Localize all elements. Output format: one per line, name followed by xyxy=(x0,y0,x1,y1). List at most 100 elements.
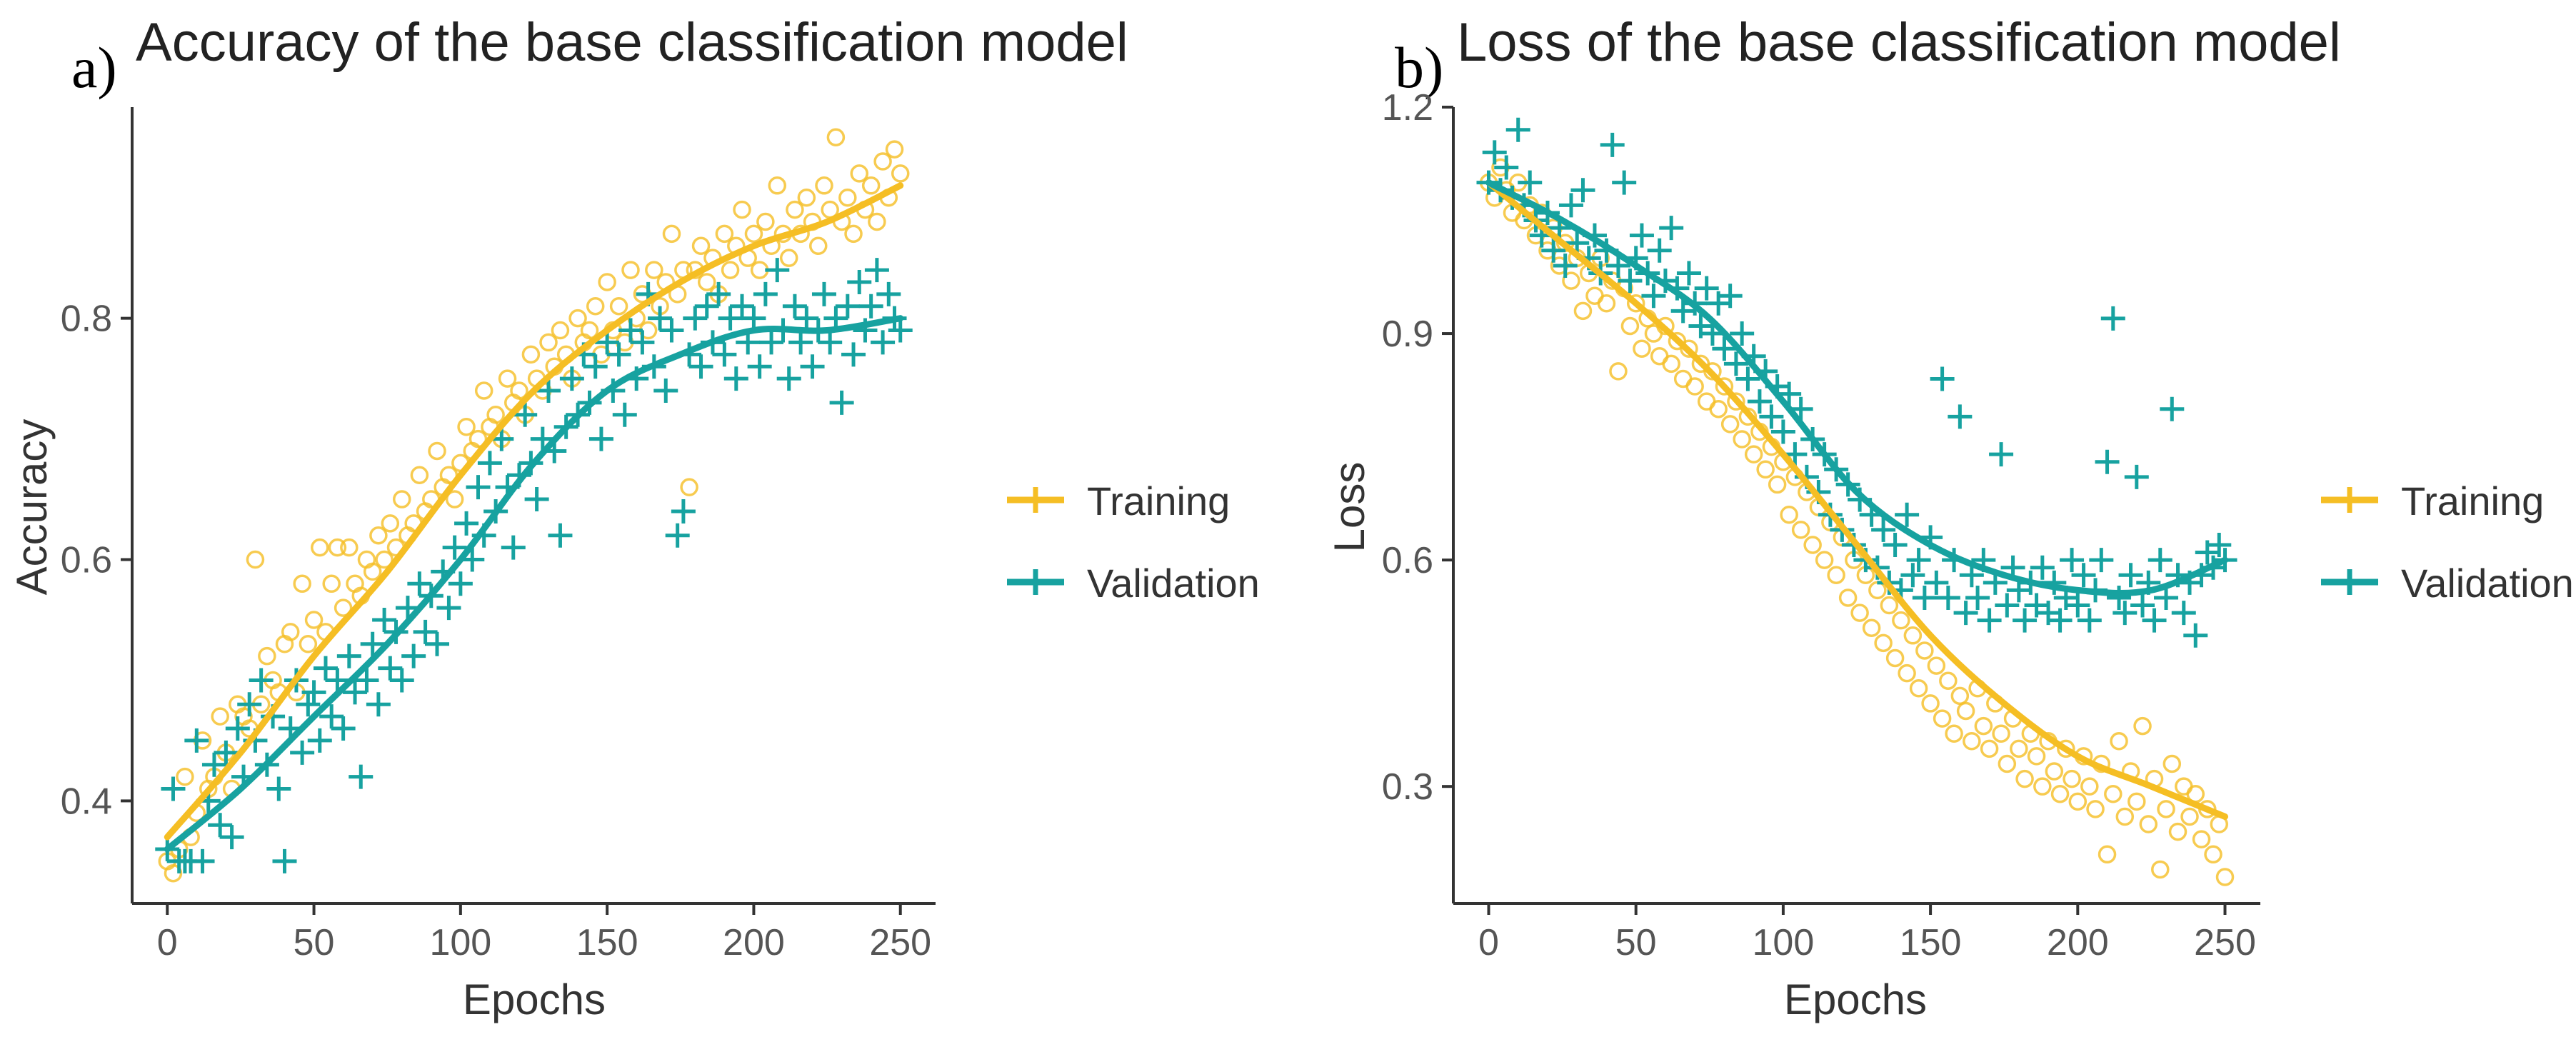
validation-point xyxy=(612,402,637,427)
validation-point xyxy=(2095,449,2120,474)
validation-point xyxy=(1871,517,1896,542)
loss-trend-lines xyxy=(1485,179,2229,820)
validation-point xyxy=(319,704,344,729)
training-point xyxy=(1927,656,1946,675)
validation-point xyxy=(841,342,866,367)
training-point xyxy=(1868,581,1887,600)
validation-point xyxy=(1676,261,1701,286)
validation-point xyxy=(2048,608,2073,633)
validation-point xyxy=(782,294,807,319)
validation-point xyxy=(1948,404,1973,429)
y-tick-label: 0.3 xyxy=(1382,766,1433,808)
accuracy-axes: 0 50 100 150 200 250 0.4 0.6 0.8 xyxy=(61,107,936,963)
training-point xyxy=(1680,339,1698,358)
x-tick-label: 50 xyxy=(294,922,335,963)
validation-point xyxy=(2060,548,2085,573)
validation-point xyxy=(1694,276,1719,301)
training-point xyxy=(733,200,751,219)
validation-point xyxy=(653,379,678,404)
training-point xyxy=(779,249,798,267)
training-point xyxy=(474,381,493,400)
loss-axes: 0 50 100 150 200 250 0.3 0.6 0.9 1.2 xyxy=(1382,87,2260,963)
training-point xyxy=(586,297,605,316)
accuracy-panel: a) Accuracy of the base classification m… xyxy=(8,12,1260,1023)
x-tick-label: 100 xyxy=(1753,922,1815,963)
validation-point xyxy=(343,680,368,705)
training-point xyxy=(392,490,411,509)
validation-point xyxy=(454,511,479,536)
validation-point xyxy=(378,656,403,681)
training-point xyxy=(838,188,857,207)
training-point xyxy=(1850,603,1869,622)
training-point xyxy=(1950,686,1970,706)
validation-point xyxy=(648,306,673,331)
validation-point xyxy=(1953,601,1978,626)
training-point xyxy=(885,140,904,159)
legend-item-training: Training xyxy=(1007,479,1230,523)
training-point xyxy=(468,429,488,449)
training-point xyxy=(697,273,716,291)
training-point xyxy=(1827,566,1845,585)
validation-point xyxy=(2171,601,2196,626)
validation-point xyxy=(425,631,450,656)
training-point xyxy=(826,128,846,146)
validation-point xyxy=(466,475,491,500)
training-point xyxy=(1573,301,1593,321)
validation-point xyxy=(1770,419,1795,444)
training-point xyxy=(2115,807,2135,826)
validation-point xyxy=(1730,321,1755,346)
validation-point xyxy=(1482,140,1507,165)
y-tick-label: 0.6 xyxy=(1382,540,1433,581)
validation-point xyxy=(747,354,772,379)
validation-trend-line xyxy=(1485,179,2229,596)
validation-point xyxy=(1712,336,1737,361)
legend-item-validation: Validation xyxy=(1007,561,1260,606)
training-trend-line xyxy=(164,182,904,841)
x-tick-label: 100 xyxy=(429,922,491,963)
validation-point xyxy=(1965,585,1990,610)
training-point xyxy=(211,707,229,726)
validation-point xyxy=(1747,389,1772,414)
training-point xyxy=(2215,868,2235,886)
validation-point xyxy=(712,342,737,367)
training-point xyxy=(2050,785,2070,803)
training-point xyxy=(2157,800,2175,818)
validation-point xyxy=(659,318,684,343)
validation-point xyxy=(1900,563,1925,588)
training-point xyxy=(1780,505,1798,524)
training-point xyxy=(2086,800,2105,818)
training-point xyxy=(721,261,740,279)
validation-point xyxy=(811,281,836,306)
training-point xyxy=(510,381,528,400)
training-point xyxy=(850,164,868,183)
training-point xyxy=(1974,716,1993,736)
validation-trend-line xyxy=(164,315,904,853)
validation-point xyxy=(1912,585,1937,610)
training-point xyxy=(1626,294,1645,313)
accuracy-trend-lines xyxy=(164,182,904,853)
validation-point xyxy=(2071,563,2096,588)
validation-point xyxy=(401,643,426,668)
training-point xyxy=(340,538,359,557)
training-point xyxy=(2063,769,2081,788)
training-point xyxy=(1703,362,1722,381)
accuracy-legend: Training Validation xyxy=(1007,479,1260,606)
training-point xyxy=(304,611,324,629)
validation-point xyxy=(184,728,209,753)
training-point xyxy=(1633,339,1651,358)
training-point xyxy=(1963,732,1981,751)
training-point xyxy=(334,598,353,617)
training-point xyxy=(1921,694,1940,713)
validation-point xyxy=(237,692,262,717)
validation-point xyxy=(1723,351,1748,376)
training-point xyxy=(691,236,711,256)
validation-point xyxy=(407,571,432,596)
validation-point xyxy=(788,330,813,355)
training-point xyxy=(1998,754,2017,773)
validation-point xyxy=(2118,563,2143,588)
training-point xyxy=(299,635,318,653)
training-point xyxy=(246,550,265,569)
accuracy-training-points xyxy=(158,128,910,883)
loss-legend: Training Validation xyxy=(2321,479,2574,606)
